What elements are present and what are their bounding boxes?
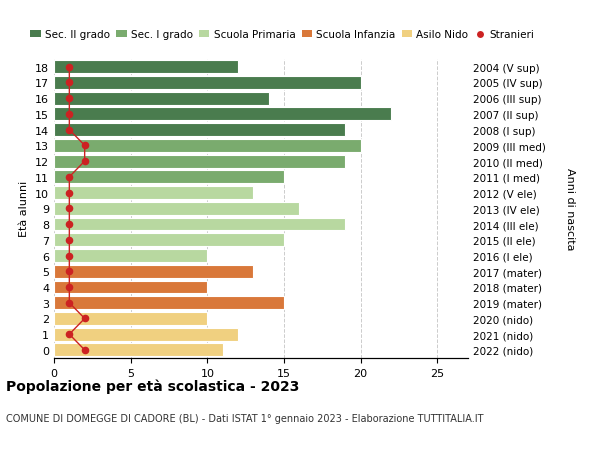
Point [65,221,74,228]
Point [80,158,89,165]
Point [65,268,74,275]
Bar [54,140,361,152]
Point [80,315,89,322]
Point [65,284,74,291]
Point [65,205,74,213]
Bar [54,61,238,74]
Bar [54,187,253,200]
Bar [54,93,269,106]
Legend: Sec. II grado, Sec. I grado, Scuola Primaria, Scuola Infanzia, Asilo Nido, Stran: Sec. II grado, Sec. I grado, Scuola Prim… [26,26,538,45]
Text: COMUNE DI DOMEGGE DI CADORE (BL) - Dati ISTAT 1° gennaio 2023 - Elaborazione TUT: COMUNE DI DOMEGGE DI CADORE (BL) - Dati … [6,413,484,423]
Point [65,95,74,103]
Point [65,79,74,87]
Bar [54,218,346,231]
Point [65,252,74,260]
Text: Popolazione per età scolastica - 2023: Popolazione per età scolastica - 2023 [6,379,299,393]
Point [80,347,89,354]
Bar [54,171,284,184]
Point [65,236,74,244]
Point [65,190,74,197]
Y-axis label: Età alunni: Età alunni [19,181,29,237]
Bar [54,297,284,309]
Bar [54,124,346,137]
Point [65,127,74,134]
Bar [54,344,223,357]
Bar [54,108,391,121]
Bar [54,250,208,263]
Y-axis label: Anni di nascita: Anni di nascita [565,168,575,250]
Point [80,142,89,150]
Bar [54,312,208,325]
Bar [54,281,208,294]
Bar [54,265,253,278]
Point [65,299,74,307]
Bar [54,234,284,246]
Point [65,64,74,71]
Bar [54,328,238,341]
Bar [54,202,299,215]
Point [65,111,74,118]
Bar [54,155,346,168]
Bar [54,77,361,90]
Point [65,331,74,338]
Point [65,174,74,181]
